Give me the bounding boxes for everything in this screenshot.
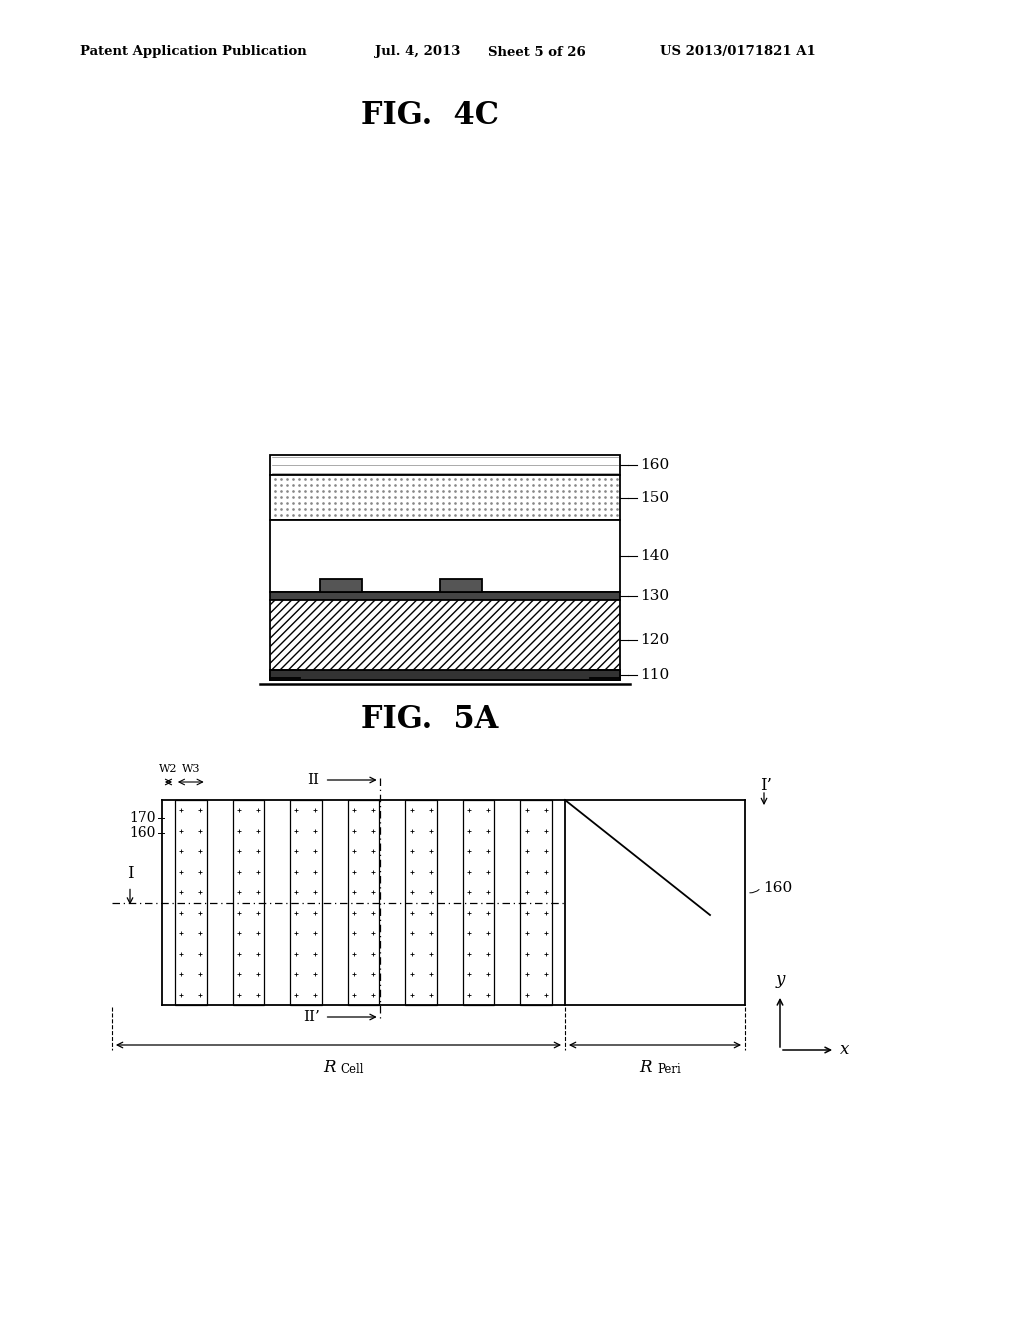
Bar [270, 475, 620, 520]
Bar [270, 455, 620, 475]
Text: x: x [840, 1041, 849, 1059]
Text: 130: 130 [640, 589, 669, 603]
Text: 160: 160 [640, 458, 670, 473]
Bar [270, 601, 620, 680]
Bar [270, 520, 620, 591]
Text: 140: 140 [640, 549, 670, 564]
Bar [290, 800, 322, 1005]
Bar [463, 800, 495, 1005]
Text: Patent Application Publication: Patent Application Publication [80, 45, 307, 58]
Text: 160: 160 [763, 880, 793, 895]
Text: R: R [640, 1059, 652, 1076]
Bar [175, 800, 207, 1005]
Text: FIG.  5A: FIG. 5A [361, 705, 499, 735]
Text: US 2013/0171821 A1: US 2013/0171821 A1 [660, 45, 816, 58]
Bar [270, 591, 620, 601]
Text: R: R [323, 1059, 336, 1076]
Text: 160: 160 [130, 826, 156, 840]
Text: W3: W3 [181, 764, 200, 774]
Text: 170: 170 [129, 810, 156, 825]
Text: 110: 110 [640, 668, 670, 682]
Text: FIG.  4C: FIG. 4C [361, 99, 499, 131]
Text: Jul. 4, 2013: Jul. 4, 2013 [375, 45, 461, 58]
Text: II’: II’ [303, 1010, 319, 1024]
Text: 150: 150 [640, 491, 669, 504]
Bar [440, 579, 482, 591]
Bar [348, 800, 379, 1005]
Bar [270, 671, 620, 680]
Text: 120: 120 [640, 634, 670, 647]
Bar [319, 579, 362, 591]
Bar [406, 800, 437, 1005]
Text: y: y [775, 972, 784, 987]
Text: Sheet 5 of 26: Sheet 5 of 26 [488, 45, 586, 58]
Text: II: II [307, 774, 319, 787]
Text: Cell: Cell [341, 1063, 364, 1076]
Text: I: I [127, 866, 133, 883]
Text: Peri: Peri [657, 1063, 681, 1076]
Text: I’: I’ [760, 776, 772, 793]
Text: W2: W2 [159, 764, 178, 774]
Bar [520, 800, 552, 1005]
Bar [232, 800, 264, 1005]
